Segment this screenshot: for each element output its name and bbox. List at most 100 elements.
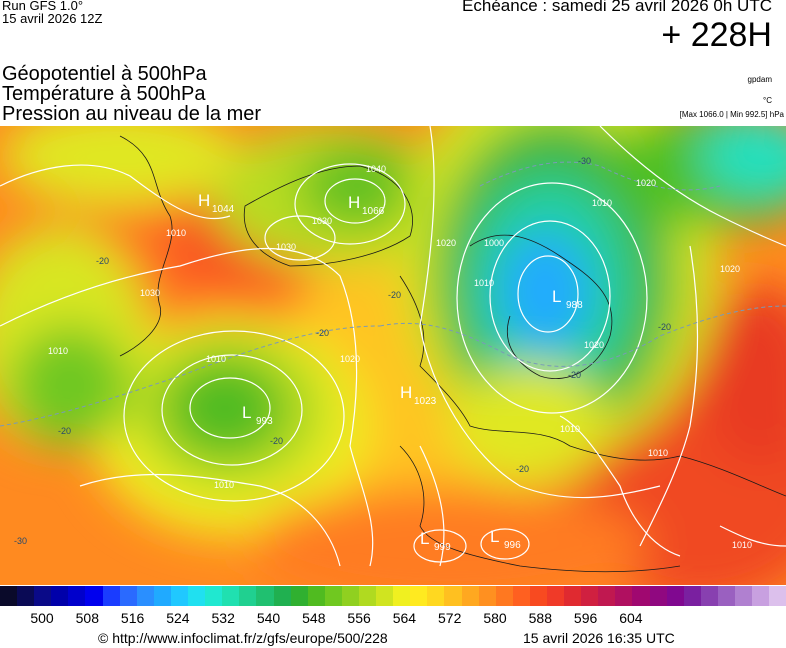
colorbar-swatch <box>700 586 718 606</box>
colorbar-tick-label: 508 <box>75 610 99 626</box>
svg-text:H: H <box>348 193 360 212</box>
colorbar-swatch <box>222 586 240 606</box>
colorbar-swatch <box>393 586 411 606</box>
pressure-center: H 1066 <box>348 193 385 217</box>
pressure-centers: H 1044 H 1066 L 988 H 1023 L 993 L 999 L 996 <box>198 191 583 553</box>
colorbar-swatch <box>51 586 69 606</box>
colorbar-tick-label: 524 <box>166 610 190 626</box>
isobar-label: 1010 <box>592 198 612 208</box>
svg-text:999: 999 <box>434 542 451 553</box>
colorbar-swatch <box>153 586 171 606</box>
colorbar <box>0 586 786 606</box>
isobar-label: 1010 <box>166 228 186 238</box>
isobar-label: 1030 <box>276 242 296 252</box>
pressure-center: L 993 <box>242 403 273 427</box>
colorbar-swatch <box>324 586 342 606</box>
colorbar-tick-label: 516 <box>120 610 145 626</box>
colorbar-swatch <box>0 586 18 606</box>
svg-text:L: L <box>420 529 429 548</box>
colorbar-swatch <box>205 586 223 606</box>
colorbar-swatch <box>85 586 103 606</box>
colorbar-tick-label: 540 <box>256 610 281 626</box>
colorbar-tick-label: 564 <box>392 610 417 626</box>
pressure-center: L 996 <box>490 527 521 551</box>
colorbar-tick-label: 548 <box>302 610 326 626</box>
colorbar-swatch <box>666 586 684 606</box>
temperature-label: -20 <box>658 322 671 332</box>
colorbar-swatch <box>735 586 753 606</box>
run-title: Run GFS 1.0° <box>2 0 84 13</box>
svg-text:H: H <box>400 383 412 402</box>
pressure-center: H 1044 <box>198 191 235 215</box>
colorbar-swatch <box>547 586 565 606</box>
weather-map-svg: H 1044 H 1066 L 988 H 1023 L 993 L 999 L 996 10… <box>0 126 786 585</box>
title-temperature: Température à 500hPa <box>2 83 206 105</box>
colorbar-swatch <box>34 586 52 606</box>
colorbar-swatch <box>461 586 479 606</box>
svg-text:1044: 1044 <box>212 204 235 215</box>
temperature-labels: -30 -20 -20 -20 -20 -20 -20 -20 -20 -30 <box>14 156 671 546</box>
weather-map: H 1044 H 1066 L 988 H 1023 L 993 L 999 L 996 10… <box>0 126 786 585</box>
isobar-label: 1030 <box>312 216 332 226</box>
pressure-center: H 1023 <box>400 383 437 407</box>
colorbar-tick-label: 556 <box>347 610 371 626</box>
coastlines <box>119 135 786 573</box>
title-geopotential: Géopotentiel à 500hPa <box>2 63 207 85</box>
temperature-label: -20 <box>568 370 581 380</box>
temperature-label: -20 <box>516 464 529 474</box>
isobar-label: 1010 <box>560 424 580 434</box>
colorbar-tick-label: 580 <box>483 610 507 626</box>
colorbar-swatch <box>444 586 462 606</box>
colorbar-swatch <box>341 586 359 606</box>
pressure-center: L 988 <box>552 287 583 311</box>
colorbar-tick-label: 572 <box>438 610 462 626</box>
colorbar-tick-label: 588 <box>528 610 552 626</box>
svg-text:993: 993 <box>256 416 273 427</box>
colorbar-swatch <box>717 586 736 606</box>
svg-text:1023: 1023 <box>414 396 437 407</box>
colorbar-swatch <box>512 586 530 606</box>
unit-temperature: °C <box>763 96 772 105</box>
colorbar-swatch <box>564 586 582 606</box>
colorbar-swatch <box>649 586 667 606</box>
lead-time: + 228H <box>661 16 772 54</box>
colorbar-swatch <box>683 586 701 606</box>
colorbar-swatch <box>358 586 377 606</box>
colorbar-ticks: 500 508 516 524 532 540 548 556 564 572 580 588 596 6… <box>0 610 786 628</box>
isobar-label: 1010 <box>474 278 494 288</box>
colorbar-swatch <box>632 586 650 606</box>
temperature-label: -30 <box>578 156 591 166</box>
geopotential-field <box>0 126 786 585</box>
colorbar-swatch <box>307 586 325 606</box>
colorbar-swatch <box>752 586 770 606</box>
colorbar-swatch <box>102 586 120 606</box>
credit-url[interactable]: © http://www.infoclimat.fr/z/gfs/europe/… <box>98 630 388 646</box>
colorbar-swatch <box>615 586 633 606</box>
colorbar-swatch <box>273 586 291 606</box>
isobar-label: 1010 <box>48 346 68 356</box>
temperature-label: -20 <box>270 436 283 446</box>
title-pressure: Pression au niveau de la mer <box>2 103 262 125</box>
svg-text:1066: 1066 <box>362 206 385 217</box>
generated-timestamp: 15 avril 2026 16:35 UTC <box>523 630 675 646</box>
colorbar-swatch <box>495 586 513 606</box>
colorbar-swatch <box>376 586 394 606</box>
unit-geopotential: gpdam <box>747 75 772 84</box>
colorbar-swatch <box>581 586 599 606</box>
colorbar-swatch <box>68 586 86 606</box>
colorbar-tick-label: 596 <box>573 610 598 626</box>
colorbar-swatch <box>170 586 189 606</box>
isobar-label: 1020 <box>436 238 456 248</box>
svg-text:988: 988 <box>566 300 583 311</box>
temperature-label: -20 <box>316 328 329 338</box>
isobar-labels: 1010 1030 1040 1030 1020 1000 1010 1020 … <box>48 164 752 550</box>
colorbar-swatch <box>17 586 35 606</box>
isobar-label: 1010 <box>648 448 668 458</box>
isobar-label: 1020 <box>636 178 656 188</box>
pressure-center: L 999 <box>420 529 451 553</box>
isobar-label: 1020 <box>584 340 604 350</box>
colorbar-tick-label: 500 <box>30 610 54 626</box>
colorbar-swatch <box>769 586 786 606</box>
temperature-isotherms <box>0 161 786 427</box>
svg-text:H: H <box>198 191 210 210</box>
